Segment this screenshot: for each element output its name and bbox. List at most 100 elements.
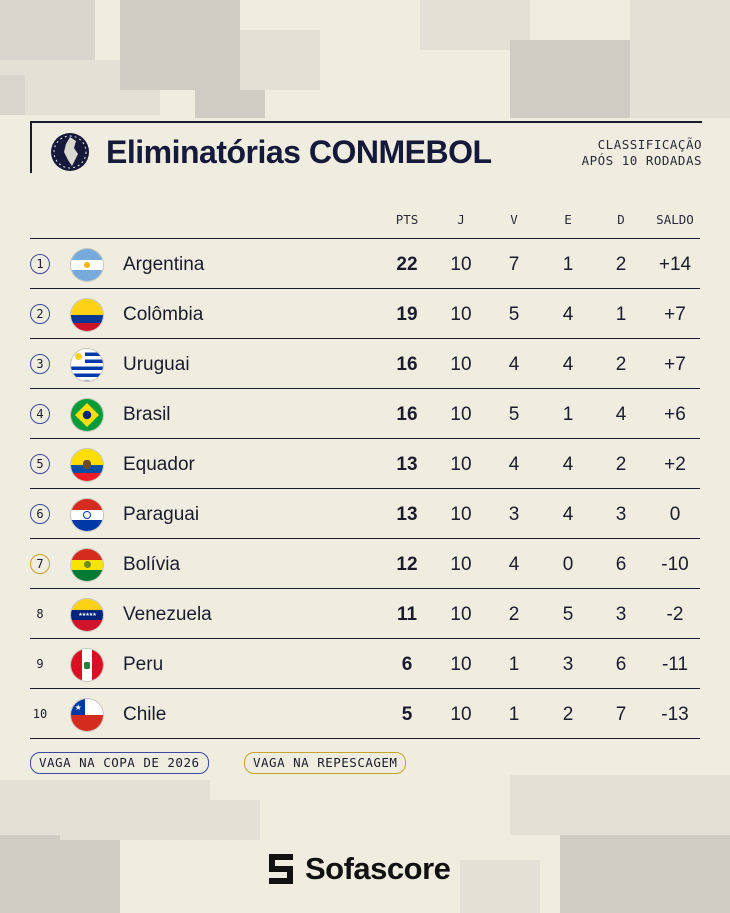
cell-v: 4 bbox=[508, 554, 520, 575]
legend-repescagem: VAGA NA REPESCAGEM bbox=[244, 752, 407, 774]
position-badge: 9 bbox=[36, 657, 44, 671]
cell-d: 1 bbox=[615, 304, 627, 325]
cell-j: 10 bbox=[450, 254, 472, 275]
cell-saldo: -10 bbox=[661, 554, 689, 575]
cell-j: 10 bbox=[450, 654, 472, 675]
team-name: Chile bbox=[123, 704, 167, 725]
page-subtitle: CLASSIFICAÇÃO APÓS 10 RODADAS bbox=[581, 137, 702, 168]
conmebol-logo-icon bbox=[51, 133, 89, 171]
cell-pts: 13 bbox=[396, 454, 418, 475]
cell-v: 1 bbox=[508, 704, 520, 725]
team-flag-icon bbox=[70, 548, 104, 582]
team-name: Peru bbox=[123, 654, 164, 675]
brand-name: Sofascore bbox=[305, 851, 451, 886]
cell-e: 1 bbox=[562, 404, 574, 425]
header: Eliminatórias CONMEBOL CLASSIFICAÇÃO APÓ… bbox=[30, 121, 702, 173]
cell-e: 0 bbox=[562, 554, 574, 575]
cell-e: 4 bbox=[562, 304, 574, 325]
cell-v: 5 bbox=[508, 304, 520, 325]
cell-pts: 11 bbox=[396, 604, 418, 625]
table-row: 1 Argentina 22 10 7 1 2 +14 bbox=[30, 238, 700, 288]
table-row: 4 Brasil 16 10 5 1 4 +6 bbox=[30, 388, 700, 438]
position-badge: 1 bbox=[30, 254, 50, 274]
legend-copa: VAGA NA COPA DE 2026 bbox=[30, 752, 209, 774]
team-flag-icon bbox=[70, 398, 104, 432]
cell-j: 10 bbox=[450, 404, 472, 425]
cell-d: 2 bbox=[615, 354, 627, 375]
cell-pts: 12 bbox=[396, 554, 418, 575]
cell-pts: 16 bbox=[396, 404, 418, 425]
position-badge: 6 bbox=[30, 504, 50, 524]
team-name: Bolívia bbox=[123, 554, 181, 575]
team-name: Venezuela bbox=[123, 604, 212, 625]
cell-v: 2 bbox=[508, 604, 520, 625]
position-badge: 5 bbox=[30, 454, 50, 474]
cell-e: 1 bbox=[562, 254, 574, 275]
cell-e: 2 bbox=[562, 704, 574, 725]
column-header-pts: PTS bbox=[395, 212, 419, 227]
cell-d: 2 bbox=[615, 254, 627, 275]
team-flag-icon: ★★★★★ bbox=[70, 598, 104, 632]
cell-pts: 5 bbox=[401, 704, 413, 725]
table-row: 5 Equador 13 10 4 4 2 +2 bbox=[30, 438, 700, 488]
cell-saldo: +14 bbox=[658, 254, 692, 275]
team-name: Argentina bbox=[123, 254, 205, 275]
table-row: 6 Paraguai 13 10 3 4 3 0 bbox=[30, 488, 700, 538]
column-header-d: D bbox=[617, 212, 625, 227]
position-badge: 7 bbox=[30, 554, 50, 574]
sofascore-logo-icon bbox=[269, 854, 293, 884]
cell-pts: 22 bbox=[396, 254, 418, 275]
cell-saldo: -13 bbox=[661, 704, 689, 725]
table-row: 8 ★★★★★ Venezuela 11 10 2 5 3 -2 bbox=[30, 588, 700, 638]
cell-d: 6 bbox=[615, 554, 627, 575]
cell-pts: 19 bbox=[396, 304, 418, 325]
cell-v: 3 bbox=[508, 504, 520, 525]
cell-e: 4 bbox=[562, 504, 574, 525]
column-header-e: E bbox=[564, 212, 572, 227]
cell-e: 3 bbox=[562, 654, 574, 675]
cell-d: 3 bbox=[615, 604, 627, 625]
cell-saldo: +6 bbox=[664, 404, 686, 425]
table-row: 10 ★ Chile 5 10 1 2 7 -13 bbox=[30, 688, 700, 739]
team-flag-icon bbox=[70, 648, 104, 682]
position-badge: 4 bbox=[30, 404, 50, 424]
cell-v: 7 bbox=[508, 254, 520, 275]
team-flag-icon bbox=[70, 348, 104, 382]
cell-v: 1 bbox=[508, 654, 520, 675]
position-badge: 10 bbox=[32, 707, 48, 721]
cell-j: 10 bbox=[450, 704, 472, 725]
cell-e: 5 bbox=[562, 604, 574, 625]
table-row: 9 Peru 6 10 1 3 6 -11 bbox=[30, 638, 700, 688]
cell-saldo: 0 bbox=[669, 504, 681, 525]
cell-saldo: +7 bbox=[664, 304, 686, 325]
cell-d: 3 bbox=[615, 504, 627, 525]
cell-saldo: -11 bbox=[661, 654, 689, 675]
cell-j: 10 bbox=[450, 354, 472, 375]
cell-pts: 13 bbox=[396, 504, 418, 525]
page-title: Eliminatórias CONMEBOL bbox=[106, 134, 492, 170]
cell-v: 4 bbox=[508, 454, 520, 475]
cell-saldo: +2 bbox=[664, 454, 686, 475]
cell-j: 10 bbox=[450, 504, 472, 525]
position-badge: 2 bbox=[30, 304, 50, 324]
column-header-j: J bbox=[457, 212, 465, 227]
cell-d: 2 bbox=[615, 454, 627, 475]
cell-e: 4 bbox=[562, 454, 574, 475]
cell-d: 7 bbox=[615, 704, 627, 725]
column-header-v: V bbox=[510, 212, 518, 227]
cell-j: 10 bbox=[450, 604, 472, 625]
cell-v: 4 bbox=[508, 354, 520, 375]
team-flag-icon bbox=[70, 248, 104, 282]
cell-pts: 6 bbox=[401, 654, 413, 675]
team-flag-icon: ★ bbox=[70, 698, 104, 732]
cell-j: 10 bbox=[450, 554, 472, 575]
position-badge: 3 bbox=[30, 354, 50, 374]
team-name: Equador bbox=[123, 454, 195, 475]
cell-v: 5 bbox=[508, 404, 520, 425]
team-name: Brasil bbox=[123, 404, 171, 425]
team-flag-icon bbox=[70, 298, 104, 332]
cell-pts: 16 bbox=[396, 354, 418, 375]
cell-saldo: -2 bbox=[666, 604, 684, 625]
team-flag-icon bbox=[70, 498, 104, 532]
standings-table: 1 Argentina 22 10 7 1 2 +14 2 Colômbia 19 10 5 4 1 +7 3 U… bbox=[30, 238, 700, 739]
